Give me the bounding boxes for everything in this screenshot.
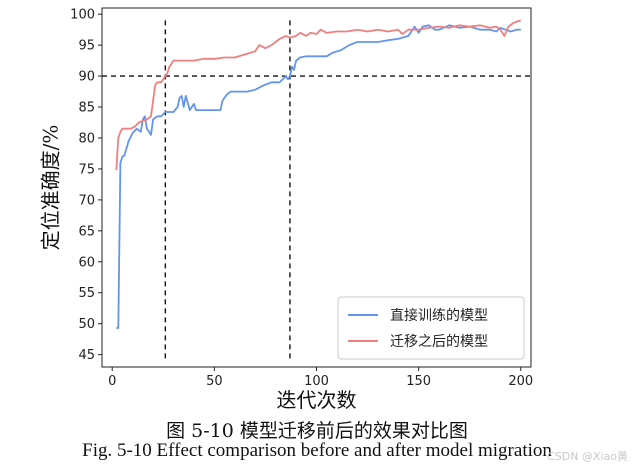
- x-axis-label: 迭代次数: [277, 388, 357, 412]
- x-tick-label: 50: [206, 374, 223, 389]
- y-tick-label: 70: [78, 193, 95, 208]
- y-tick-label: 55: [78, 286, 95, 301]
- figure-caption-english: Fig. 5-10 Effect comparison before and a…: [82, 440, 552, 461]
- figure-caption-chinese: 图 5-10 模型迁移前后的效果对比图: [166, 420, 468, 442]
- y-tick-label: 95: [78, 39, 95, 54]
- x-tick-label: 150: [406, 374, 431, 389]
- watermark: CSDN @Xiao黄: [547, 450, 628, 463]
- legend-label-1: 直接训练的模型: [390, 307, 488, 324]
- x-tick-label: 0: [108, 374, 116, 389]
- x-tick-label: 200: [508, 374, 533, 389]
- x-tick-label: 100: [304, 374, 329, 389]
- y-tick-label: 50: [78, 317, 95, 332]
- y-tick-label: 100: [70, 8, 95, 23]
- series-line-1: [116, 24, 521, 329]
- legend-label-2: 迁移之后的模型: [390, 334, 488, 350]
- y-tick-label: 90: [78, 70, 95, 85]
- chart: 0 50 100 150 200 45 50 55 60 65 70 75 80 85 90 95 100 迭代…: [39, 7, 533, 412]
- y-tick-label: 60: [78, 255, 95, 270]
- series-line-2: [115, 19, 522, 171]
- y-tick-label: 80: [78, 131, 95, 146]
- y-tick-label: 75: [78, 162, 95, 177]
- y-tick-label: 65: [78, 224, 95, 239]
- y-tick-label: 45: [78, 348, 95, 363]
- y-axis-label: 定位准确度/%: [39, 125, 63, 251]
- legend-box: [337, 296, 525, 360]
- y-tick-label: 85: [78, 101, 95, 116]
